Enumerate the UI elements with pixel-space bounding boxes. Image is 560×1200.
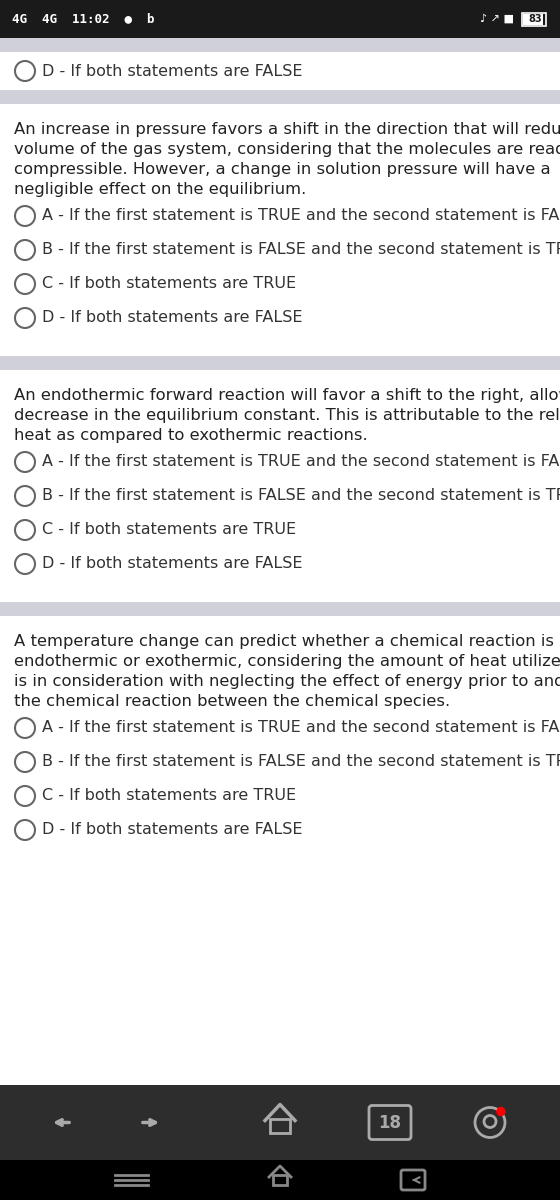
Text: D - If both statements are FALSE: D - If both statements are FALSE [42, 557, 302, 571]
Text: A - If the first statement is TRUE and the second statement is FALSE: A - If the first statement is TRUE and t… [42, 209, 560, 223]
Text: 18: 18 [379, 1114, 402, 1132]
Text: 4G  4G  11:02  ●  b: 4G 4G 11:02 ● b [12, 12, 155, 25]
Bar [270, 1118, 290, 1133]
Text: An increase in pressure favors a shift in the direction that will reduce the: An increase in pressure favors a shift i… [14, 122, 560, 137]
Bar [0, 38, 560, 52]
Text: B - If the first statement is FALSE and the second statement is TRUE: B - If the first statement is FALSE and … [42, 488, 560, 504]
Text: the chemical reaction between the chemical species.: the chemical reaction between the chemic… [14, 694, 450, 709]
Circle shape [497, 1108, 505, 1116]
Bar [0, 1085, 560, 1160]
Text: heat as compared to exothermic reactions.: heat as compared to exothermic reactions… [14, 428, 367, 443]
Text: negligible effect on the equilibrium.: negligible effect on the equilibrium. [14, 182, 306, 197]
Bar [523, 14, 543, 25]
Bar [273, 1175, 287, 1186]
Bar [0, 1160, 560, 1200]
Text: An endothermic forward reaction will favor a shift to the right, allowing a: An endothermic forward reaction will fav… [14, 388, 560, 403]
Text: A temperature change can predict whether a chemical reaction is: A temperature change can predict whether… [14, 634, 554, 649]
Bar [0, 90, 560, 104]
Bar [0, 52, 560, 90]
Text: C - If both statements are TRUE: C - If both statements are TRUE [42, 788, 296, 804]
Text: D - If both statements are FALSE: D - If both statements are FALSE [42, 64, 302, 78]
Text: compressible. However, a change in solution pressure will have a: compressible. However, a change in solut… [14, 162, 550, 176]
Text: decrease in the equilibrium constant. This is attributable to the release of: decrease in the equilibrium constant. Th… [14, 408, 560, 422]
Bar [522, 13, 546, 26]
Text: 83: 83 [528, 14, 542, 24]
Text: D - If both statements are FALSE: D - If both statements are FALSE [42, 822, 302, 838]
Text: B - If the first statement is FALSE and the second statement is TRUE: B - If the first statement is FALSE and … [42, 242, 560, 258]
Text: B - If the first statement is FALSE and the second statement is TRUE: B - If the first statement is FALSE and … [42, 755, 560, 769]
Text: is in consideration with neglecting the effect of energy prior to and after: is in consideration with neglecting the … [14, 674, 560, 689]
Bar [0, 0, 560, 38]
Bar [0, 602, 560, 616]
Text: A - If the first statement is TRUE and the second statement is FALSE: A - If the first statement is TRUE and t… [42, 455, 560, 469]
Bar [0, 38, 560, 1085]
Text: ♪ ↗ ■: ♪ ↗ ■ [480, 14, 514, 24]
Bar [0, 356, 560, 370]
Text: volume of the gas system, considering that the molecules are readily: volume of the gas system, considering th… [14, 142, 560, 157]
Text: C - If both statements are TRUE: C - If both statements are TRUE [42, 276, 296, 292]
Text: A - If the first statement is TRUE and the second statement is FALSE: A - If the first statement is TRUE and t… [42, 720, 560, 736]
Text: C - If both statements are TRUE: C - If both statements are TRUE [42, 522, 296, 538]
Text: D - If both statements are FALSE: D - If both statements are FALSE [42, 311, 302, 325]
Text: endothermic or exothermic, considering the amount of heat utilized. This: endothermic or exothermic, considering t… [14, 654, 560, 670]
